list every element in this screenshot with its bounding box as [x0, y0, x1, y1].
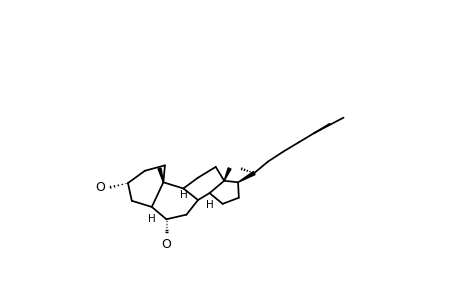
Polygon shape	[238, 172, 255, 182]
Polygon shape	[158, 168, 163, 182]
Text: H: H	[180, 190, 188, 200]
Polygon shape	[224, 168, 230, 181]
Text: H: H	[206, 200, 214, 210]
Text: H: H	[148, 214, 155, 224]
Text: O: O	[161, 238, 171, 251]
Text: O: O	[95, 181, 105, 194]
